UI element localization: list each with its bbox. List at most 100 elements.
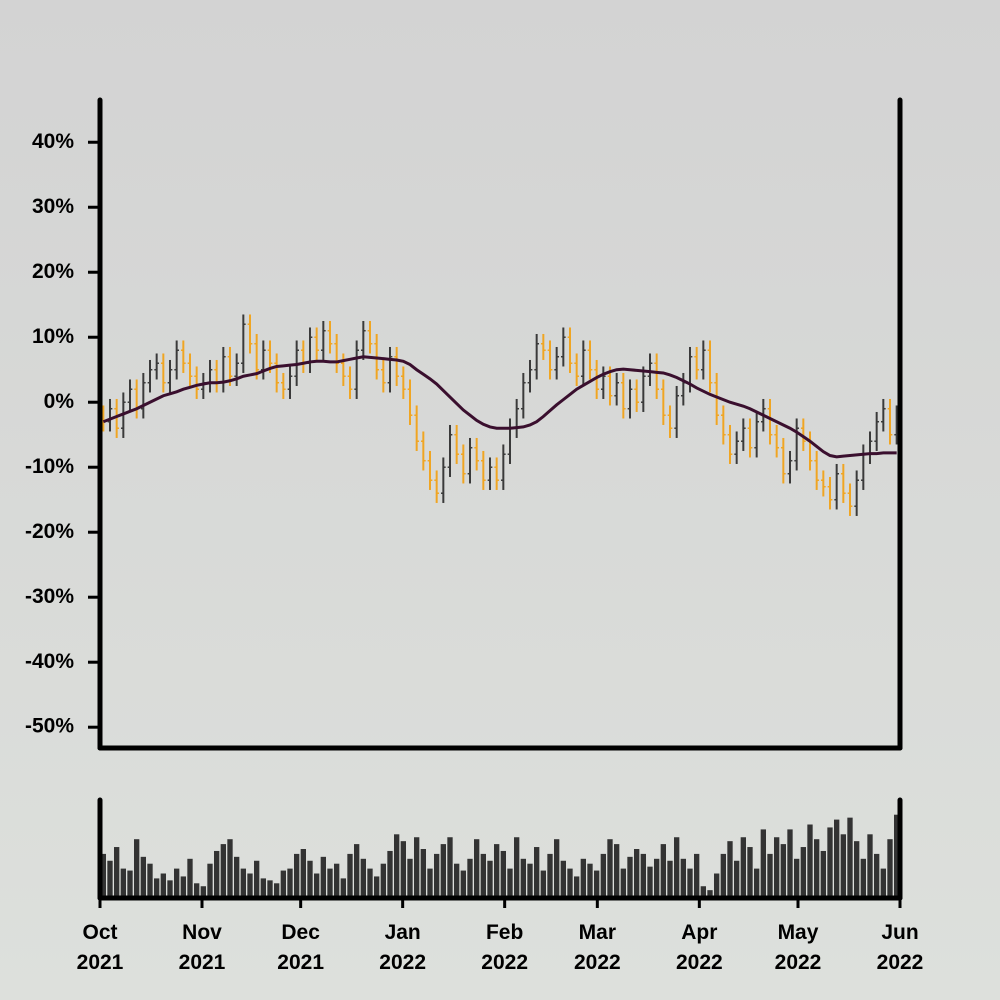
x-tick-label: Feb 2022	[481, 921, 529, 974]
volume-bar	[820, 850, 826, 898]
ohlc-bar	[181, 340, 186, 373]
volume-bar	[234, 856, 240, 898]
ohlc-bar	[301, 340, 306, 373]
ohlc-bar	[147, 359, 153, 393]
volume-bar	[394, 834, 400, 898]
ohlc-bar	[827, 476, 833, 510]
volume-bar	[207, 863, 213, 898]
ohlc-bar	[567, 327, 573, 373]
y-tick-label: -10%	[25, 455, 74, 478]
volume-bar	[680, 858, 686, 898]
ohlc-bar	[534, 333, 539, 380]
volume-bar	[260, 878, 266, 898]
ohlc-bar	[861, 444, 866, 490]
ohlc-bar	[214, 359, 219, 393]
volume-bar	[340, 878, 346, 898]
ohlc-bar	[387, 346, 393, 393]
ohlc-bar	[874, 411, 879, 451]
ohlc-bar	[414, 405, 419, 451]
volume-bar	[534, 847, 540, 898]
x-tick-label: Jan 2022	[379, 921, 427, 974]
volume-bar	[674, 837, 680, 898]
ohlc-bar	[367, 320, 373, 354]
ohlc-bar	[207, 359, 213, 393]
volume-bar	[407, 858, 413, 898]
volume-bar	[660, 844, 666, 898]
volume-bar	[120, 868, 126, 898]
volume-bar	[360, 858, 366, 898]
ohlc-bar	[441, 457, 446, 503]
ohlc-bar	[487, 457, 493, 490]
volume-bar	[814, 839, 820, 898]
volume-bar	[714, 873, 720, 898]
volume-bar	[334, 863, 340, 898]
volume-bar	[227, 839, 233, 898]
ohlc-bar	[621, 372, 626, 419]
ohlc-bar	[394, 346, 399, 386]
volume-bar	[547, 853, 553, 898]
volume-bar	[867, 834, 873, 898]
ohlc-bar	[474, 437, 479, 471]
ohlc-bar	[641, 366, 646, 412]
volume-bar	[287, 868, 293, 898]
volume-bar	[640, 853, 646, 898]
volume-bar	[580, 858, 586, 898]
ohlc-bar	[494, 457, 499, 490]
volume-bar	[727, 841, 733, 898]
volume-bar	[280, 870, 286, 898]
moving-average	[102, 355, 897, 459]
volume-bar	[634, 849, 640, 898]
volume-bar	[627, 856, 633, 898]
ohlc-bar	[201, 372, 206, 399]
volume-bar	[694, 853, 700, 898]
volume-bar	[574, 876, 580, 898]
volume-bar	[447, 837, 453, 898]
volume-bar	[107, 860, 113, 898]
volume-bar	[854, 841, 860, 898]
volume-bar	[134, 839, 140, 898]
volume-bar	[400, 841, 406, 898]
volume-bar	[154, 878, 160, 898]
volume-bar	[600, 853, 606, 898]
volume-bar	[587, 863, 593, 898]
volume-bar	[434, 853, 440, 898]
ohlc-bar	[347, 366, 353, 399]
volume-bar	[160, 873, 166, 898]
ohlc-bar	[854, 470, 859, 516]
ohlc-bar	[354, 340, 359, 399]
ohlc-bar	[167, 359, 173, 393]
ohlc-bar	[321, 320, 326, 360]
y-tick-label: 30%	[32, 195, 74, 218]
x-tick-label: Oct 2021	[76, 921, 124, 974]
x-tick-label: Mar 2022	[573, 921, 621, 974]
ohlc-bar	[781, 437, 786, 484]
ohlc-bar	[107, 398, 113, 432]
ohlc-bar	[541, 333, 546, 360]
ohlc-bar	[801, 418, 806, 451]
volume-bar	[300, 849, 306, 898]
volume-bar	[247, 873, 253, 898]
volume-bar	[267, 880, 273, 898]
ohlc-bar	[887, 398, 893, 445]
ohlc-bar	[507, 418, 513, 464]
ohlc-bar	[847, 483, 853, 516]
volume-bar	[720, 853, 726, 898]
volume-bar	[354, 844, 360, 898]
volume-bar	[554, 839, 560, 898]
ohlc-bar	[501, 444, 506, 490]
y-tick-label: 0%	[44, 390, 75, 413]
volume-bar	[467, 858, 473, 898]
ohlc-bar	[127, 379, 133, 412]
ohlc-bar	[814, 450, 819, 490]
volume-bar	[800, 847, 806, 898]
volume-bar	[100, 853, 106, 898]
ohlc-bar	[561, 327, 566, 367]
ohlc-bar	[461, 444, 466, 484]
ohlc-bar	[841, 463, 846, 503]
ohlc-bar	[141, 372, 146, 419]
x-tick-label: Nov 2021	[178, 921, 226, 974]
ohlc-bar	[154, 353, 159, 380]
ohlc-bar	[254, 333, 259, 380]
volume-bar	[367, 868, 373, 898]
